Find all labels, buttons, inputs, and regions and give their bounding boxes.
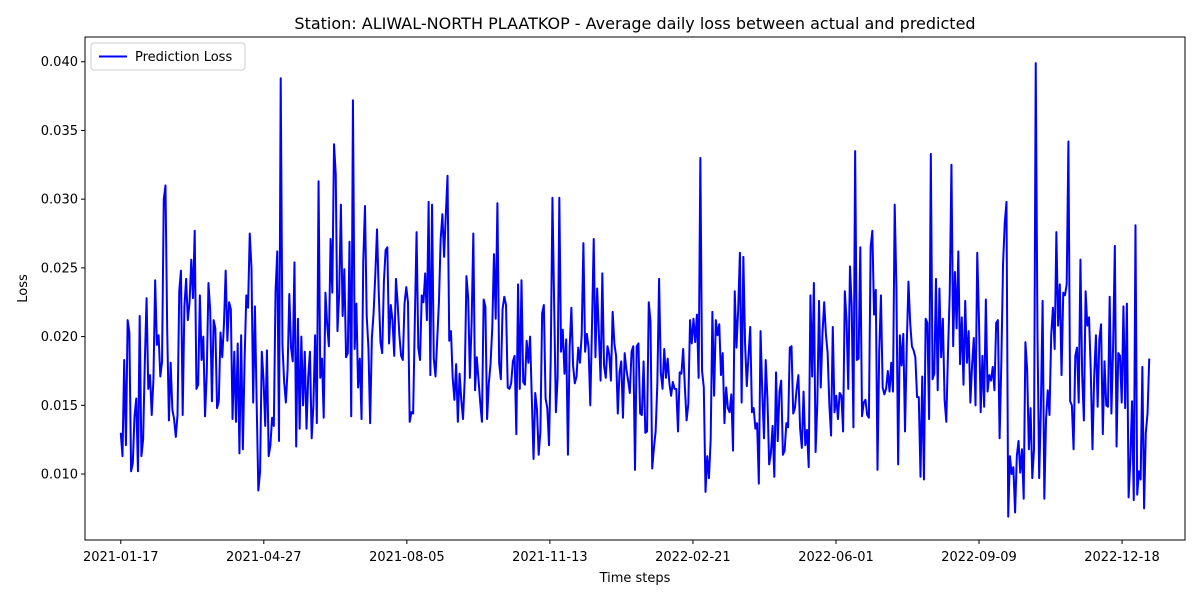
y-tick-label: 0.025 [41,261,78,276]
legend-box [90,42,246,71]
x-tick-label: 2021-11-13 [512,550,588,565]
x-tick-label: 2022-06-01 [798,550,874,565]
x-tick-label: 2021-01-17 [83,550,159,565]
y-tick-label: 0.010 [41,468,78,483]
y-tick-label: 0.020 [41,330,78,345]
y-tick-label: 0.030 [41,193,78,208]
legend-label-prediction-loss: Prediction Loss [135,50,232,65]
y-tick-label: 0.015 [41,399,78,414]
plot-frame [84,36,1186,541]
x-axis-ticks: 2021-01-17 2021-04-27 2021-08-05 2021-11-13… [83,540,1160,565]
x-tick-label: 2022-09-09 [941,550,1017,565]
prediction-loss-line [119,62,1151,518]
y-tick-label: 0.040 [41,55,78,70]
x-tick-label: 2022-02-21 [655,550,731,565]
x-tick-label: 2021-08-05 [369,550,445,565]
x-tick-label: 2022-12-18 [1084,550,1160,565]
x-tick-label: 2021-04-27 [226,550,302,565]
x-axis-label: Time steps [599,571,671,586]
y-axis-label: Loss [16,274,31,303]
legend: Prediction Loss [90,42,246,71]
y-axis-ticks: 0.010 0.015 0.020 0.025 0.030 0.035 0.040 [41,55,85,483]
chart-title: Station: ALIWAL-NORTH PLAATKOP - Average… [294,14,975,33]
y-tick-label: 0.035 [41,124,78,139]
